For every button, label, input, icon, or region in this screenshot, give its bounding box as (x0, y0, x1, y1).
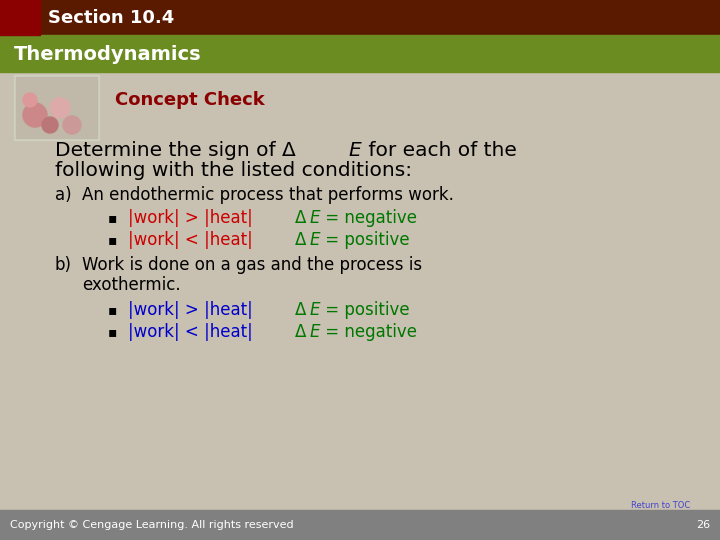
Circle shape (63, 116, 81, 134)
Text: b): b) (55, 256, 72, 274)
Text: Section 10.4: Section 10.4 (48, 9, 174, 27)
Text: |work| < |heat|: |work| < |heat| (128, 231, 253, 249)
Text: |work| < |heat|: |work| < |heat| (128, 323, 253, 341)
Text: Thermodynamics: Thermodynamics (14, 44, 202, 64)
Text: Δ: Δ (295, 231, 312, 249)
Text: E: E (348, 140, 361, 159)
Text: Δ: Δ (295, 323, 312, 341)
Text: ▪: ▪ (108, 303, 117, 317)
Text: Work is done on a gas and the process is: Work is done on a gas and the process is (82, 256, 422, 274)
Text: ▪: ▪ (108, 325, 117, 339)
Bar (14, 75, 99, 140)
Text: following with the listed conditions:: following with the listed conditions: (55, 160, 412, 179)
Text: Δ: Δ (295, 209, 312, 227)
Text: E: E (310, 301, 320, 319)
Text: Δ: Δ (295, 301, 312, 319)
Text: ▪: ▪ (108, 211, 117, 225)
Circle shape (23, 103, 47, 127)
Circle shape (42, 117, 58, 133)
Text: = negative: = negative (320, 323, 417, 341)
Bar (0, 35, 720, 72)
Text: ▪: ▪ (108, 233, 117, 247)
Text: Copyright © Cengage Learning. All rights reserved: Copyright © Cengage Learning. All rights… (10, 520, 294, 530)
Text: for each of the: for each of the (362, 140, 517, 159)
Bar (0, 72, 720, 510)
Text: E: E (310, 323, 320, 341)
Text: E: E (310, 231, 320, 249)
Text: exothermic.: exothermic. (82, 276, 181, 294)
Circle shape (23, 93, 37, 107)
Text: Determine the sign of Δ: Determine the sign of Δ (55, 140, 296, 159)
Bar (0, 0, 40, 35)
Text: Return to TOC: Return to TOC (631, 501, 690, 510)
Text: = positive: = positive (320, 301, 410, 319)
Text: E: E (310, 209, 320, 227)
Text: a): a) (55, 186, 71, 204)
Bar (0, 0, 720, 35)
Text: |work| > |heat|: |work| > |heat| (128, 301, 253, 319)
Text: 26: 26 (696, 520, 710, 530)
Text: = negative: = negative (320, 209, 417, 227)
Circle shape (50, 98, 70, 118)
Text: An endothermic process that performs work.: An endothermic process that performs wor… (82, 186, 454, 204)
Text: |work| > |heat|: |work| > |heat| (128, 209, 253, 227)
Bar (0, 510, 720, 540)
Text: Concept Check: Concept Check (115, 91, 265, 109)
Text: = positive: = positive (320, 231, 410, 249)
Bar (16, 77, 97, 138)
